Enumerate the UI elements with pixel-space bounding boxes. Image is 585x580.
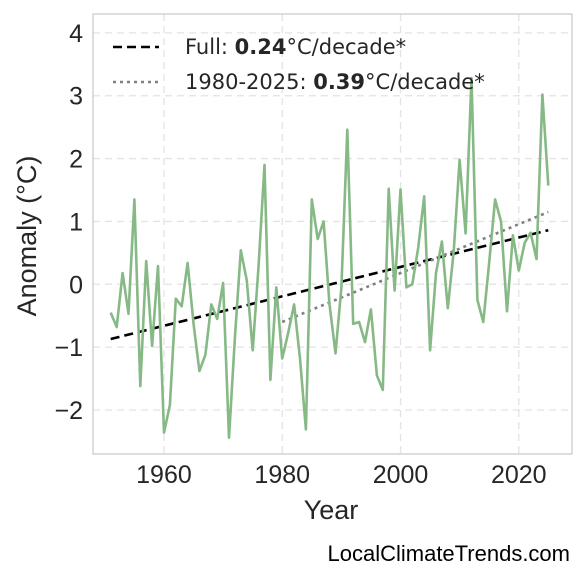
x-tick-label: 2020	[491, 461, 547, 489]
y-tick-label: 1	[69, 208, 83, 236]
legend: Full: 0.24°C/decade* 1980-2025: 0.39°C/de…	[113, 35, 485, 94]
anomaly-series	[109, 76, 550, 440]
legend-label: Full: 0.24°C/decade*	[185, 35, 406, 59]
plot-frame	[92, 13, 573, 455]
legend-label: 1980-2025: 0.39°C/decade*	[185, 70, 485, 94]
x-tick-label: 1980	[254, 461, 310, 489]
x-tick-labels: 1960 1980 2000 2020	[136, 461, 546, 489]
x-tick-label: 2000	[373, 461, 429, 489]
watermark-text: LocalClimateTrends.com	[328, 541, 571, 566]
full-trend-line	[110, 228, 549, 341]
trend-lines	[110, 210, 549, 341]
y-tick-label: −1	[54, 334, 83, 362]
y-tick-labels: 4 3 2 1 0 −1 −2	[54, 20, 83, 425]
y-tick-label: 4	[69, 20, 83, 48]
y-tick-label: 0	[69, 271, 83, 299]
x-tick-label: 1960	[136, 461, 192, 489]
y-axis-label: Anomaly (°C)	[12, 156, 42, 317]
x-axis-label: Year	[304, 495, 359, 525]
y-tick-label: −2	[54, 397, 83, 425]
y-tick-label: 2	[69, 146, 83, 174]
recent-trend-line	[281, 210, 549, 324]
anomaly-line	[109, 76, 550, 440]
y-tick-label: 3	[69, 83, 83, 111]
